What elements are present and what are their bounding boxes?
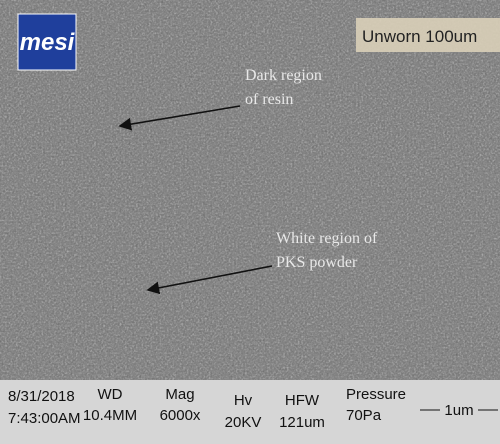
arrow: [118, 105, 241, 131]
micrograph: [0, 0, 500, 380]
field-label: Hv: [234, 392, 253, 409]
info-bar: [0, 380, 500, 444]
field-value: 20KV: [225, 414, 262, 431]
field-value: 10.4MM: [83, 407, 137, 424]
annotation-line: of resin: [245, 91, 293, 108]
annotation-line: Dark region: [245, 67, 322, 84]
field-label: Mag: [165, 386, 194, 403]
logo-box: [17, 13, 77, 71]
field-label: Pressure: [346, 386, 406, 403]
field-label: WD: [98, 386, 123, 403]
field-value: 70Pa: [346, 407, 382, 424]
sample-label: Unworn 100um: [362, 27, 477, 46]
arrow: [146, 265, 273, 295]
date: 8/31/2018: [8, 388, 75, 405]
field-value: 6000x: [160, 407, 201, 424]
micrograph-shade: [0, 0, 500, 380]
field-value: 121um: [279, 414, 325, 431]
time: 7:43:00AM: [8, 410, 81, 427]
annotation-line: White region of: [276, 230, 378, 247]
scale-bar: 1um: [444, 402, 473, 419]
logo: mesi: [20, 29, 76, 56]
label-box: [356, 18, 500, 52]
field-label: HFW: [285, 392, 320, 409]
annotation-line: PKS powder: [276, 254, 358, 271]
